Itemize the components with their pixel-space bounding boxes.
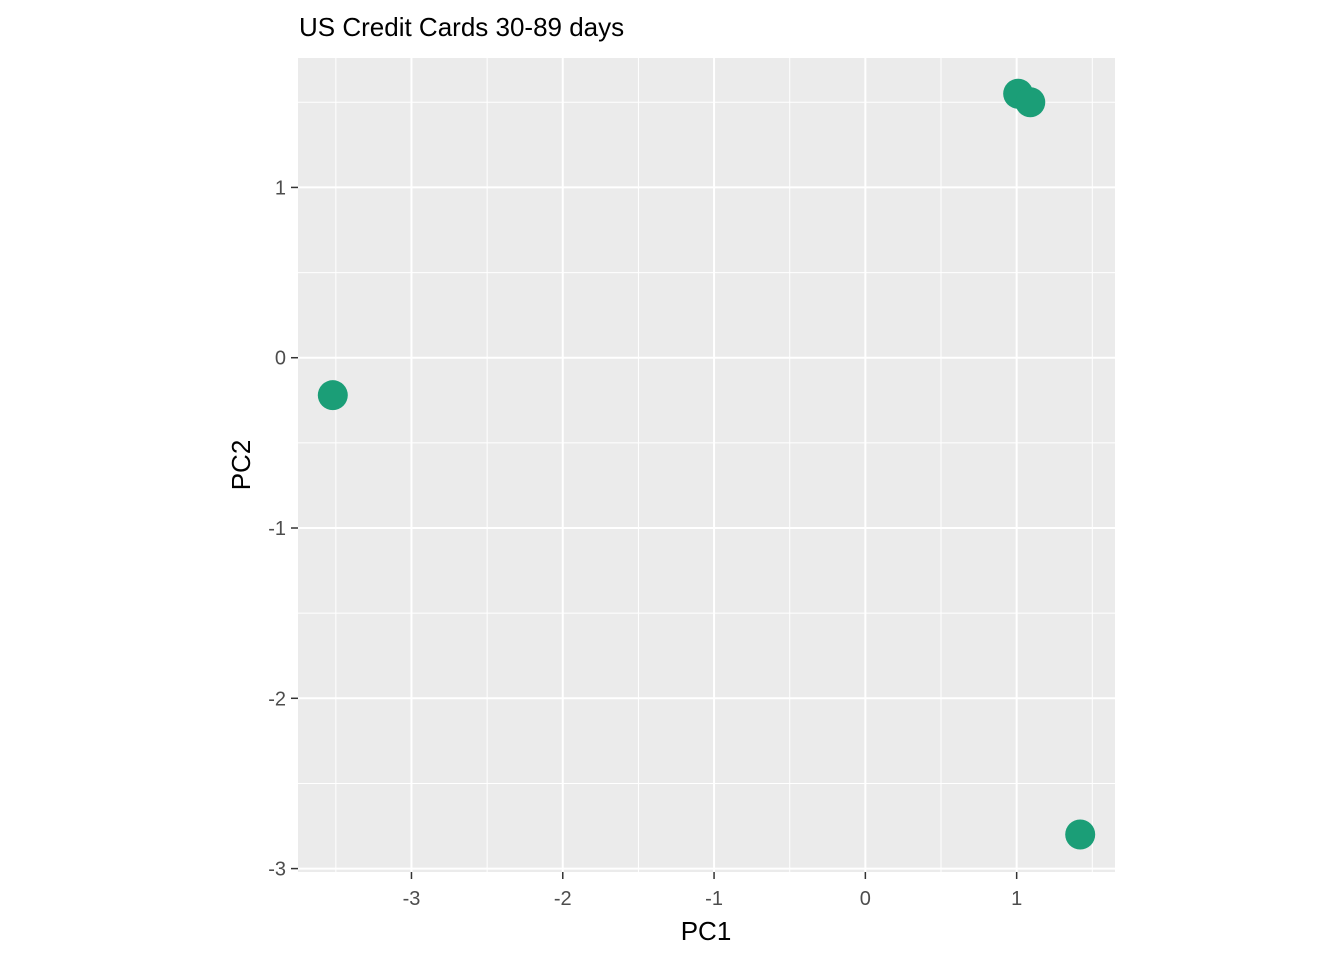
y-tick-label: -2: [268, 688, 286, 710]
chart-title: US Credit Cards 30-89 days: [299, 12, 624, 42]
x-tick-label: 1: [1011, 888, 1022, 910]
y-tick-label: -3: [268, 859, 286, 881]
x-tick-label: -1: [705, 888, 723, 910]
major-gridlines: [298, 58, 1115, 872]
data-points: [317, 78, 1096, 850]
x-tick-label: -3: [403, 888, 421, 910]
x-tick-label: -2: [554, 888, 572, 910]
x-axis: -3 -2 -1 0 1: [403, 872, 1022, 910]
x-axis-title: PC1: [681, 916, 732, 946]
x-tick-label: 0: [860, 888, 871, 910]
y-axis: -3 -2 -1 0 1: [268, 177, 298, 881]
plot-panel: [298, 58, 1115, 872]
minor-gridlines: [298, 58, 1115, 872]
data-point: [1065, 819, 1096, 850]
data-point: [317, 380, 348, 411]
y-axis-title: PC2: [226, 440, 256, 491]
y-tick-label: 1: [275, 177, 286, 199]
y-tick-label: 0: [275, 348, 286, 370]
y-tick-label: -1: [268, 518, 286, 540]
data-point: [1015, 87, 1046, 118]
